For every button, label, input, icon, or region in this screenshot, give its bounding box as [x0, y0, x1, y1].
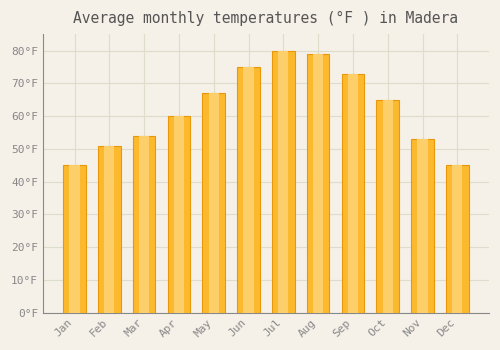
Bar — [342, 74, 364, 313]
Bar — [174, 116, 184, 313]
Bar — [376, 100, 399, 313]
Bar — [133, 136, 156, 313]
Title: Average monthly temperatures (°F ) in Madera: Average monthly temperatures (°F ) in Ma… — [74, 11, 458, 26]
Bar — [272, 51, 294, 313]
Bar — [70, 165, 80, 313]
Bar — [244, 67, 254, 313]
Bar — [278, 51, 288, 313]
Bar — [313, 54, 323, 313]
Bar — [168, 116, 190, 313]
Bar — [98, 146, 120, 313]
Bar — [348, 74, 358, 313]
Bar — [104, 146, 115, 313]
Bar — [208, 93, 219, 313]
Bar — [307, 54, 330, 313]
Bar — [237, 67, 260, 313]
Bar — [452, 165, 462, 313]
Bar — [446, 165, 468, 313]
Bar — [411, 139, 434, 313]
Bar — [63, 165, 86, 313]
Bar — [139, 136, 149, 313]
Bar — [382, 100, 393, 313]
Bar — [418, 139, 428, 313]
Bar — [202, 93, 225, 313]
